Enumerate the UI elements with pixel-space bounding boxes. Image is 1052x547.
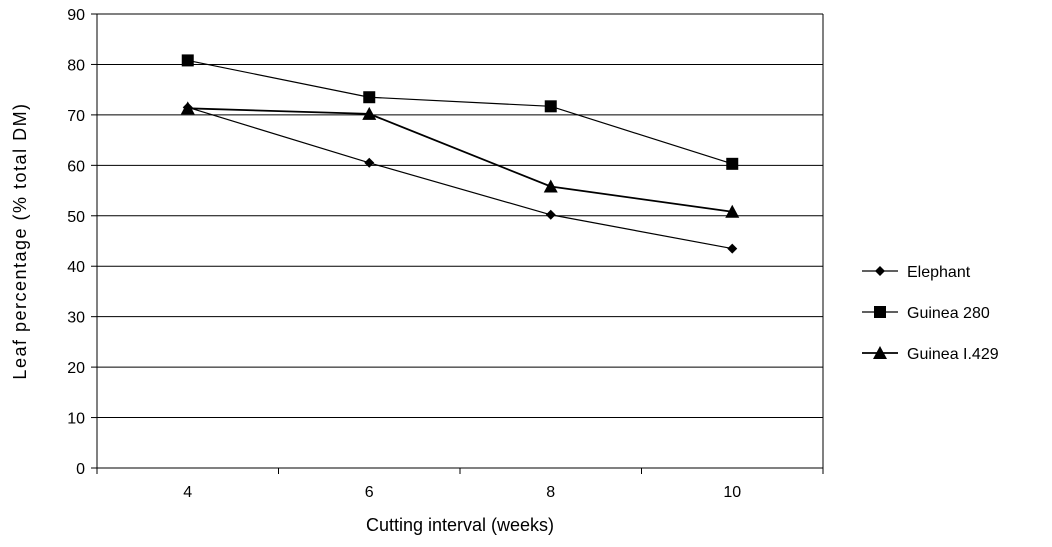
data-point <box>364 157 375 168</box>
y-tick-label: 40 <box>67 259 85 276</box>
y-tick-label: 80 <box>67 57 85 74</box>
legend: Elephant Guinea 280 Guinea I.429 <box>862 264 999 363</box>
series-line <box>187 106 733 250</box>
y-tick-label: 10 <box>67 411 85 428</box>
series-group <box>180 54 740 254</box>
legend-item-elephant: Elephant <box>862 264 971 281</box>
series-line <box>187 59 733 165</box>
y-axis-ticks: 0 10 20 30 40 50 60 70 80 90 <box>67 7 97 478</box>
legend-label: Guinea 280 <box>907 305 990 322</box>
data-point <box>726 157 739 170</box>
x-axis-ticks: 4 6 8 10 <box>96 468 824 501</box>
data-point <box>544 100 557 113</box>
legend-marker <box>875 266 885 276</box>
data-point <box>545 209 556 220</box>
data-point <box>181 54 194 67</box>
x-tick-label: 4 <box>183 484 192 501</box>
x-tick-label: 10 <box>723 484 741 501</box>
legend-label: Elephant <box>907 264 971 281</box>
series-elephant <box>182 102 738 254</box>
legend-item-guinea-280: Guinea 280 <box>862 305 990 322</box>
y-tick-label: 0 <box>76 461 85 478</box>
x-tick-label: 6 <box>365 484 374 501</box>
data-point <box>362 106 377 120</box>
series-guinea-i-429 <box>180 101 740 218</box>
legend-marker <box>874 306 886 318</box>
data-point <box>725 204 740 218</box>
series-guinea-280 <box>181 54 739 170</box>
legend-item-guinea-i-429: Guinea I.429 <box>862 346 999 363</box>
data-point <box>543 179 558 193</box>
y-tick-label: 20 <box>67 360 85 377</box>
axes <box>96 14 824 469</box>
x-axis-title: Cutting interval (weeks) <box>366 515 554 535</box>
legend-label: Guinea I.429 <box>907 346 999 363</box>
legend-marker <box>873 346 887 359</box>
gridlines <box>97 13 823 419</box>
x-tick-label: 8 <box>546 484 555 501</box>
y-tick-label: 30 <box>67 310 85 327</box>
data-point <box>363 91 376 104</box>
y-axis-title: Leaf percentage (% total DM) <box>10 102 30 379</box>
y-tick-label: 60 <box>67 158 85 175</box>
y-tick-label: 50 <box>67 209 85 226</box>
series-line <box>187 107 733 213</box>
y-tick-label: 70 <box>67 108 85 125</box>
data-point <box>727 243 738 254</box>
data-point <box>180 101 195 115</box>
y-tick-label: 90 <box>67 7 85 24</box>
